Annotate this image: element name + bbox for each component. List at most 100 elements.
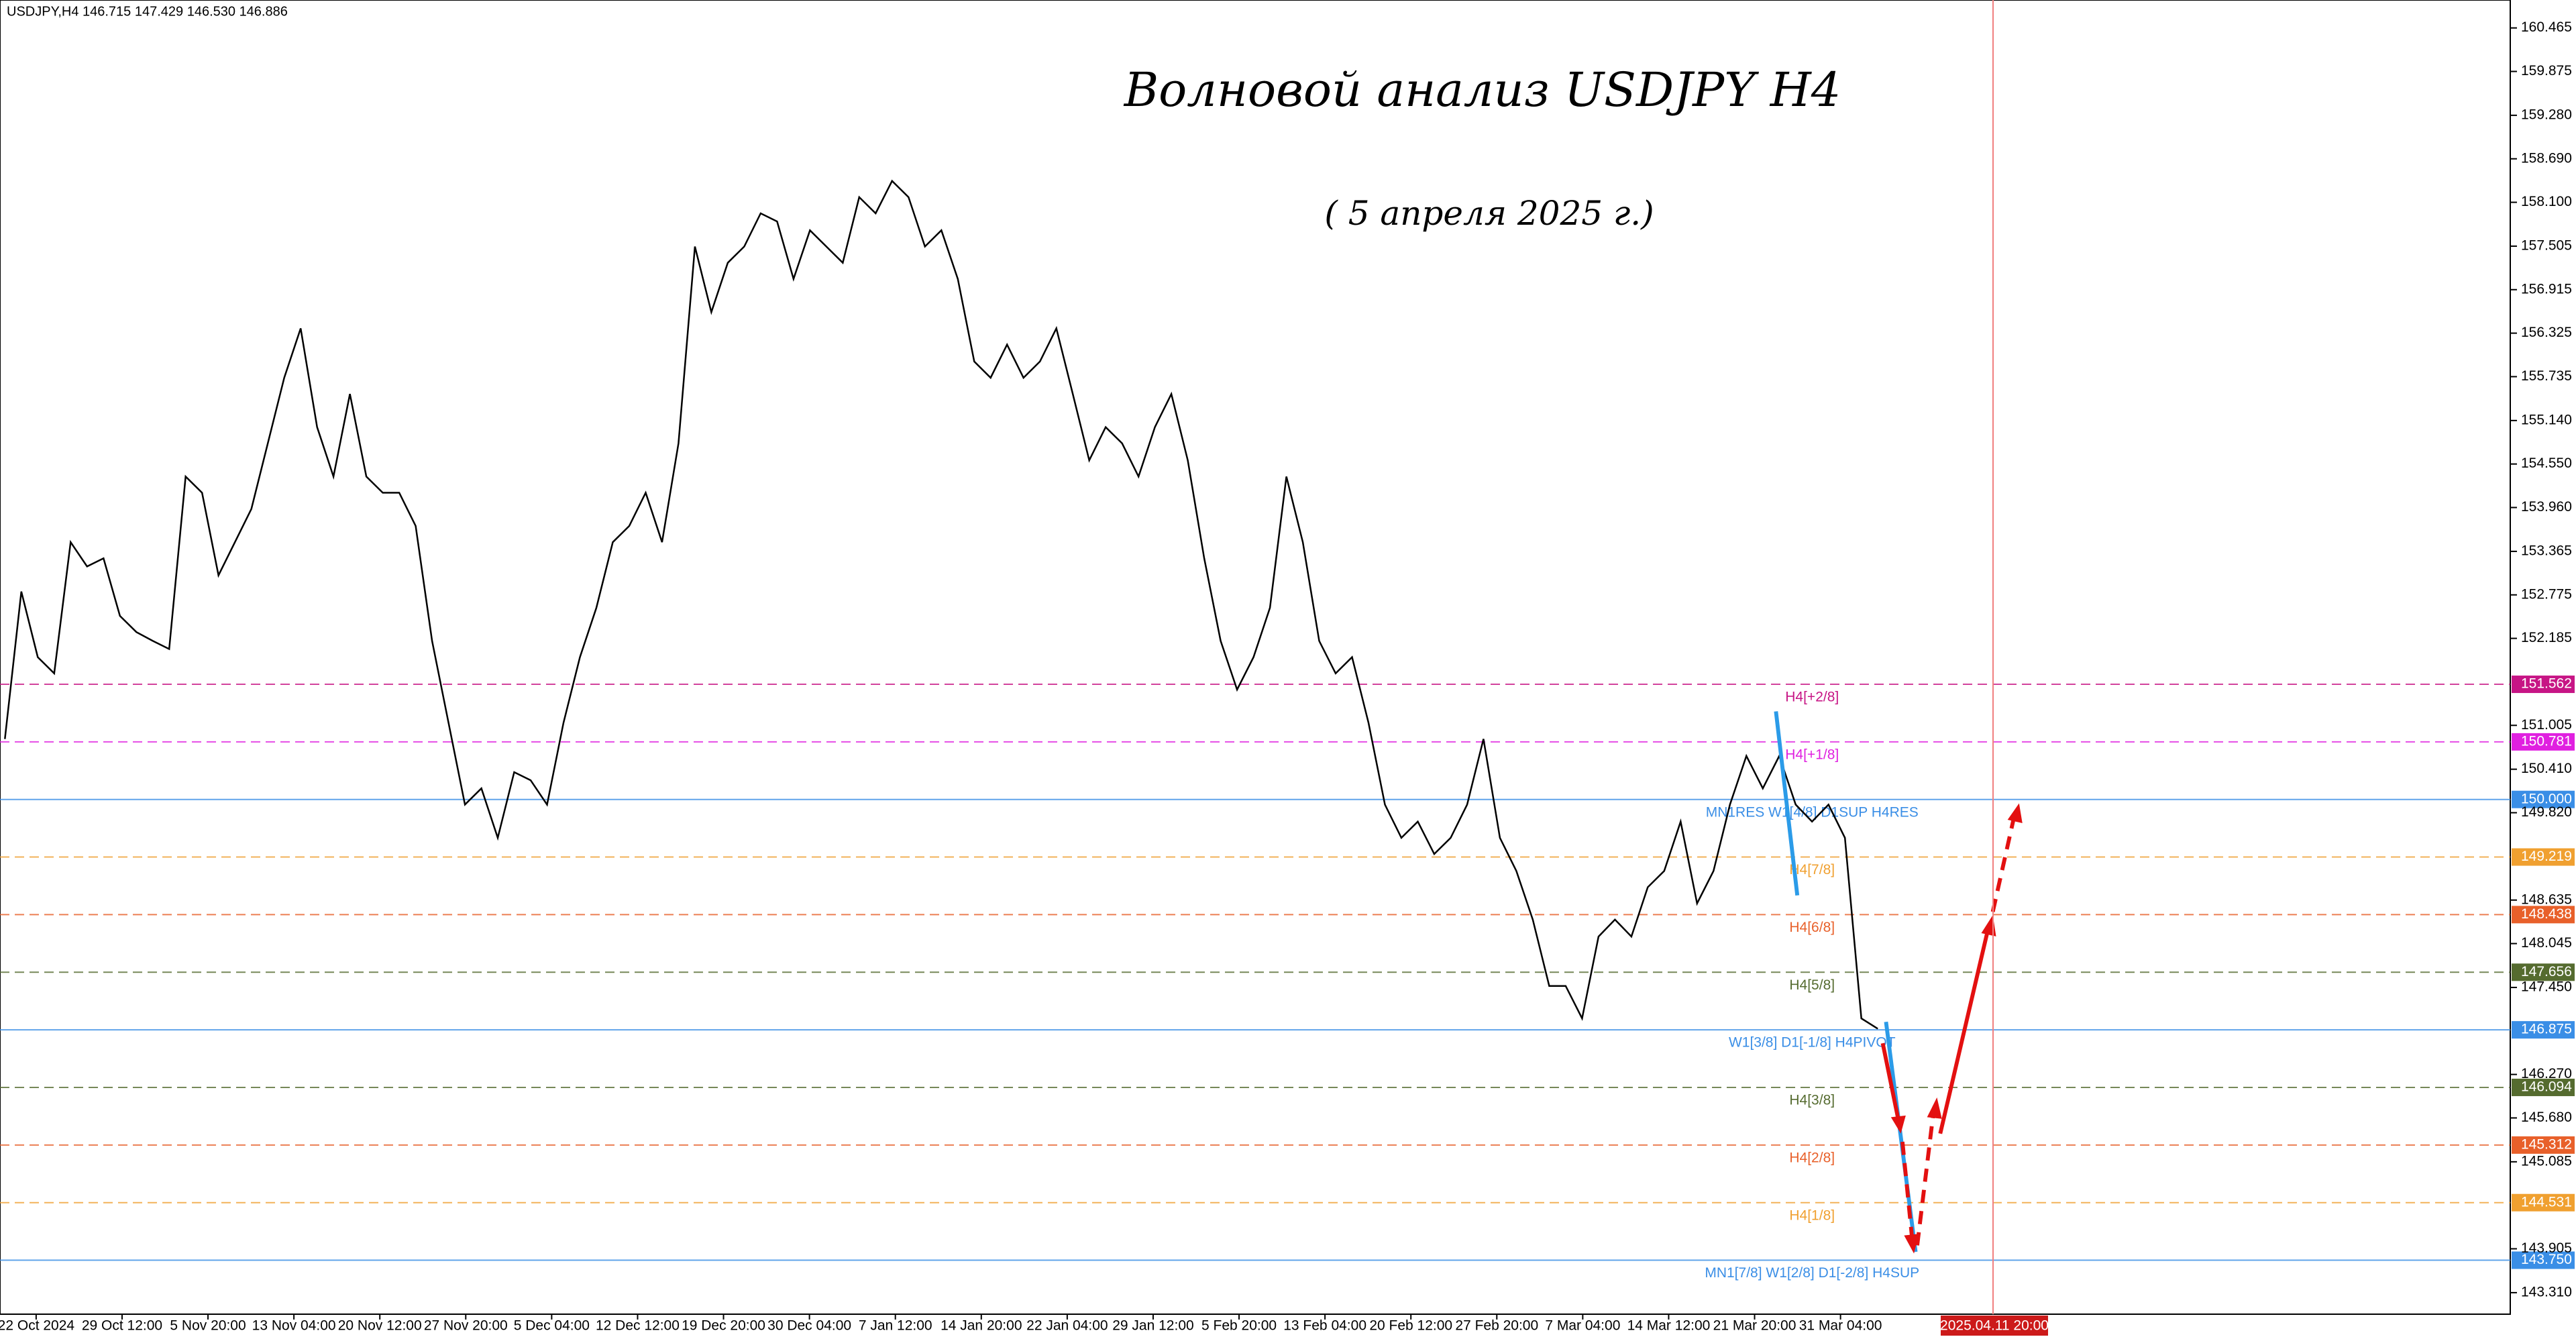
plot-area [0,0,2511,1315]
level-name: H4[6/8] [1789,920,1835,935]
level-price-label: 145.312 [2521,1136,2572,1152]
x-tick-label: 12 Dec 12:00 [596,1318,680,1334]
level-price-label: 146.094 [2521,1079,2572,1095]
time-marker-label: 2025.04.11 20:00 [1940,1318,2049,1334]
y-tick-label: 155.140 [2521,412,2572,427]
x-tick-label: 21 Mar 20:00 [1713,1318,1796,1334]
level-name: MN1[7/8] W1[2/8] D1[-2/8] H4SUP [1705,1265,1919,1281]
x-tick-label: 27 Feb 20:00 [1455,1318,1538,1334]
level-price-box [2512,906,2575,924]
level-name: H4[3/8] [1789,1093,1835,1108]
y-tick-label: 148.635 [2521,892,2572,907]
level-price-label: 147.656 [2521,964,2572,979]
y-tick-label: 153.960 [2521,499,2572,515]
price-line [4,179,1878,1030]
level-price-box [2512,1078,2575,1096]
level-price-label: 148.438 [2521,906,2572,922]
y-tick-label: 151.005 [2521,717,2572,733]
level-name: H4[+1/8] [1785,747,1839,762]
level-name: H4[7/8] [1789,862,1835,877]
x-tick-label: 14 Mar 12:00 [1627,1318,1711,1334]
x-tick-label: 29 Jan 12:00 [1112,1318,1193,1334]
y-tick-label: 143.905 [2521,1240,2572,1256]
forecast [1774,711,2023,1254]
level-name: W1[3/8] D1[-1/8] H4PIVOT [1729,1035,1896,1051]
y-tick-label: 150.410 [2521,761,2572,776]
level-price-box [2512,790,2575,808]
level-price-box [2512,963,2575,981]
wave-line [1774,711,1800,896]
y-tick-label: 156.325 [2521,325,2572,340]
level-price-label: 151.562 [2521,676,2572,692]
arrow-head [2007,803,2023,823]
arrow [1915,1110,1936,1246]
y-tick-label: 158.100 [2521,194,2572,209]
x-tick-label: 7 Jan 12:00 [859,1318,932,1334]
x-tick-label: 5 Nov 20:00 [170,1318,246,1334]
arrow [1880,1042,1901,1124]
level-price-label: 150.000 [2521,791,2572,806]
y-tick-label: 154.550 [2521,456,2572,471]
x-tick-label: 27 Nov 20:00 [424,1318,508,1334]
x-tick-label: 30 Dec 04:00 [767,1318,851,1334]
arrow [1938,929,1990,1134]
y-tick-label: 155.735 [2521,368,2572,384]
y-tick-label: 146.270 [2521,1066,2572,1081]
x-tick-label: 13 Feb 04:00 [1283,1318,1366,1334]
y-tick-label: 158.690 [2521,150,2572,166]
arrow-head [1927,1097,1942,1119]
y-tick-label: 153.365 [2521,543,2572,558]
x-tick-label: 5 Dec 04:00 [514,1318,590,1334]
level-price-box [2512,676,2575,694]
x-tick-label: 20 Feb 12:00 [1369,1318,1452,1334]
level-price-box [2512,1251,2575,1269]
x-tick-label: 5 Feb 20:00 [1201,1318,1277,1334]
level-price-label: 149.219 [2521,849,2572,864]
y-tick-label: 147.450 [2521,979,2572,994]
x-tick-label: 31 Mar 04:00 [1799,1318,1882,1334]
y-tick-label: 152.775 [2521,586,2572,602]
y-tick-label: 145.680 [2521,1110,2572,1125]
y-tick-label: 159.280 [2521,107,2572,122]
x-tick-label: 13 Nov 04:00 [252,1318,336,1334]
y-tick-label: 145.085 [2521,1153,2572,1169]
x-tick-label: 29 Oct 12:00 [82,1318,162,1334]
level-price-box [2512,1193,2575,1212]
arrow-head [1904,1234,1919,1254]
x-tick-label: 14 Jan 20:00 [941,1318,1022,1334]
y-tick-label: 149.820 [2521,804,2572,820]
level-price-label: 146.875 [2521,1022,2572,1037]
arrow [1990,816,2017,912]
level-price-label: 150.781 [2521,733,2572,749]
level-price-label: 144.531 [2521,1194,2572,1210]
level-name: MN1RES W1[4/8] D1SUP H4RES [1706,804,1919,820]
x-tick-label: 7 Mar 04:00 [1545,1318,1620,1334]
y-tick-label: 152.185 [2521,630,2572,645]
y-tick-label: 156.915 [2521,281,2572,297]
level-price-box [2512,1136,2575,1154]
level-price-box [2512,848,2575,866]
level-name: H4[1/8] [1789,1208,1835,1223]
level-name: H4[+2/8] [1785,690,1839,705]
x-tick-label: 22 Oct 2024 [0,1318,74,1334]
y-tick-label: 157.505 [2521,237,2572,253]
y-tick-label: 148.045 [2521,935,2572,951]
chart-subtitle: ( 5 апреля 2025 г.) [1324,194,1654,233]
arrow-head [1890,1115,1906,1134]
level-name: H4[2/8] [1789,1150,1835,1165]
level-name: H4[5/8] [1789,977,1835,993]
level-price-box [2512,1021,2575,1039]
y-tick-label: 160.465 [2521,19,2572,35]
time-marker-box [1941,1316,2048,1336]
level-price-label: 143.750 [2521,1252,2572,1267]
y-tick-label: 143.310 [2521,1284,2572,1299]
x-tick-label: 22 Jan 04:00 [1026,1318,1108,1334]
header: USDJPY,H4 146.715 147.429 146.530 146.88… [7,4,288,19]
arrow [1900,1141,1915,1241]
chart-title: Волновой анализ USDJPY H4 [1123,62,1841,117]
x-tick-label: 20 Nov 12:00 [338,1318,422,1334]
level-price-box [2512,733,2575,751]
y-tick-label: 159.875 [2521,63,2572,78]
x-tick-label: 19 Dec 20:00 [682,1318,765,1334]
